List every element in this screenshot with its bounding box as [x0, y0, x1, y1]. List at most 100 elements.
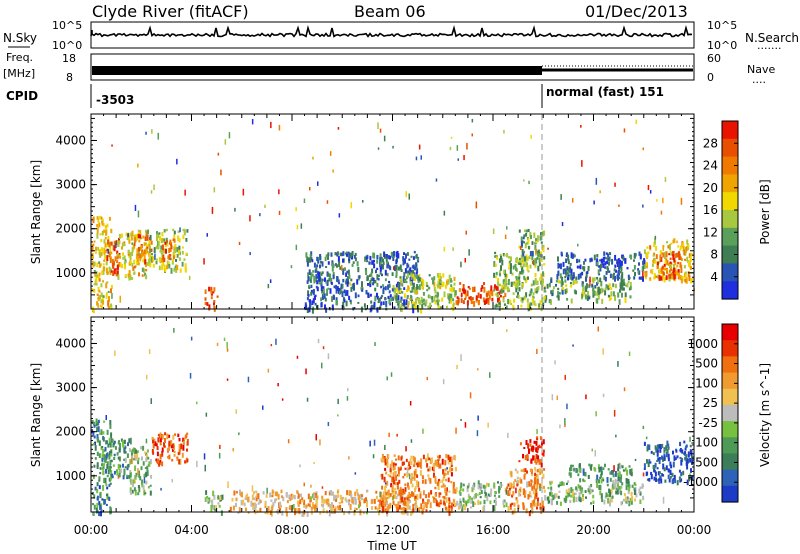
- colorbar-tick-label: 24: [703, 159, 718, 173]
- echo-cell: [105, 415, 107, 421]
- echo-cell: [270, 344, 273, 347]
- echo-cell: [254, 509, 257, 513]
- echo-cell: [537, 455, 540, 461]
- echo-cell: [601, 498, 604, 503]
- echo-cell: [370, 499, 373, 505]
- echo-cell: [156, 451, 159, 457]
- echo-cell: [686, 247, 689, 251]
- echo-cell: [385, 494, 387, 497]
- echo-cell: [686, 256, 689, 262]
- echo-cell: [178, 257, 181, 261]
- echo-cell: [621, 284, 624, 291]
- echo-cell: [486, 495, 489, 502]
- echo-cell: [223, 337, 226, 341]
- echo-cell: [512, 304, 515, 310]
- echo-cell: [110, 270, 113, 273]
- echo-cell: [356, 279, 359, 285]
- echo-cell: [529, 264, 532, 269]
- echo-cell: [421, 304, 424, 310]
- echo-cell: [652, 259, 655, 263]
- xtick-label: 08:00: [275, 523, 310, 537]
- echo-cell: [371, 260, 374, 265]
- echo-cell: [434, 493, 437, 497]
- echo-cell: [677, 272, 680, 278]
- echo-cell: [451, 468, 454, 472]
- echo-cell: [386, 511, 389, 517]
- echo-cell: [181, 452, 184, 458]
- echo-cell: [678, 253, 681, 258]
- echo-cell: [455, 427, 457, 434]
- echo-cell: [616, 259, 619, 264]
- echo-cell: [403, 497, 406, 500]
- echo-cell: [93, 270, 96, 273]
- echo-cell: [390, 251, 393, 257]
- echo-cell: [266, 510, 269, 515]
- echo-cell: [288, 506, 291, 510]
- echo-cell: [387, 255, 390, 260]
- echo-cell: [220, 495, 223, 500]
- echo-cell: [542, 278, 544, 284]
- echo-cell: [145, 242, 147, 246]
- echo-cell: [397, 291, 400, 295]
- echo-cell: [403, 252, 405, 255]
- echo-cell: [327, 252, 330, 256]
- echo-cell: [639, 253, 642, 260]
- echo-cell: [306, 397, 309, 402]
- echo-cell: [622, 469, 625, 472]
- echo-cell: [426, 284, 429, 287]
- echo-cell: [95, 507, 98, 514]
- echo-cell: [536, 501, 539, 507]
- echo-cell: [645, 436, 648, 440]
- nave-label: Nave: [747, 63, 775, 76]
- echo-cell: [393, 294, 396, 300]
- echo-cell: [345, 499, 348, 503]
- echo-cell: [137, 210, 140, 218]
- echo-cell: [137, 457, 140, 461]
- echo-cell: [686, 239, 689, 245]
- echo-cell: [415, 297, 418, 301]
- echo-cell: [480, 483, 483, 488]
- echo-cell: [301, 499, 304, 503]
- echo-cell: [217, 502, 220, 505]
- echo-cell: [395, 504, 398, 509]
- xtick-label: 20:00: [576, 523, 611, 537]
- echo-cell: [570, 298, 573, 304]
- echo-cell: [115, 242, 117, 249]
- echo-cell: [531, 446, 534, 452]
- echo-cell: [392, 480, 395, 485]
- echo-cell: [517, 294, 520, 299]
- echo-cell: [450, 507, 453, 513]
- echo-cell: [400, 456, 403, 461]
- echo-cell: [309, 499, 312, 503]
- echo-cell: [535, 248, 537, 256]
- echo-cell: [413, 475, 416, 481]
- echo-cell: [539, 506, 542, 510]
- echo-cell: [319, 265, 321, 269]
- echo-cell: [376, 259, 379, 264]
- echo-cell: [479, 496, 482, 499]
- echo-cell: [510, 256, 512, 262]
- echo-cell: [322, 288, 325, 294]
- echo-cell: [642, 484, 645, 488]
- echo-cell: [483, 505, 486, 511]
- echo-cell: [375, 490, 378, 494]
- echo-cell: [528, 481, 531, 487]
- echo-cell: [532, 455, 535, 461]
- echo-cell: [664, 260, 667, 265]
- echo-cell: [563, 497, 566, 502]
- echo-cell: [411, 473, 413, 479]
- echo-cell: [188, 275, 191, 280]
- echo-cell: [174, 245, 177, 251]
- echo-cell: [544, 495, 547, 501]
- echo-cell: [319, 254, 322, 260]
- echo-cell: [285, 511, 288, 517]
- echo-cell: [405, 299, 408, 306]
- echo-cell: [102, 448, 105, 454]
- echo-cell: [631, 484, 634, 488]
- echo-cell: [462, 497, 465, 502]
- echo-cell: [346, 490, 349, 496]
- echo-cell: [282, 496, 285, 502]
- echo-cell: [607, 267, 610, 273]
- echo-cell: [520, 254, 523, 260]
